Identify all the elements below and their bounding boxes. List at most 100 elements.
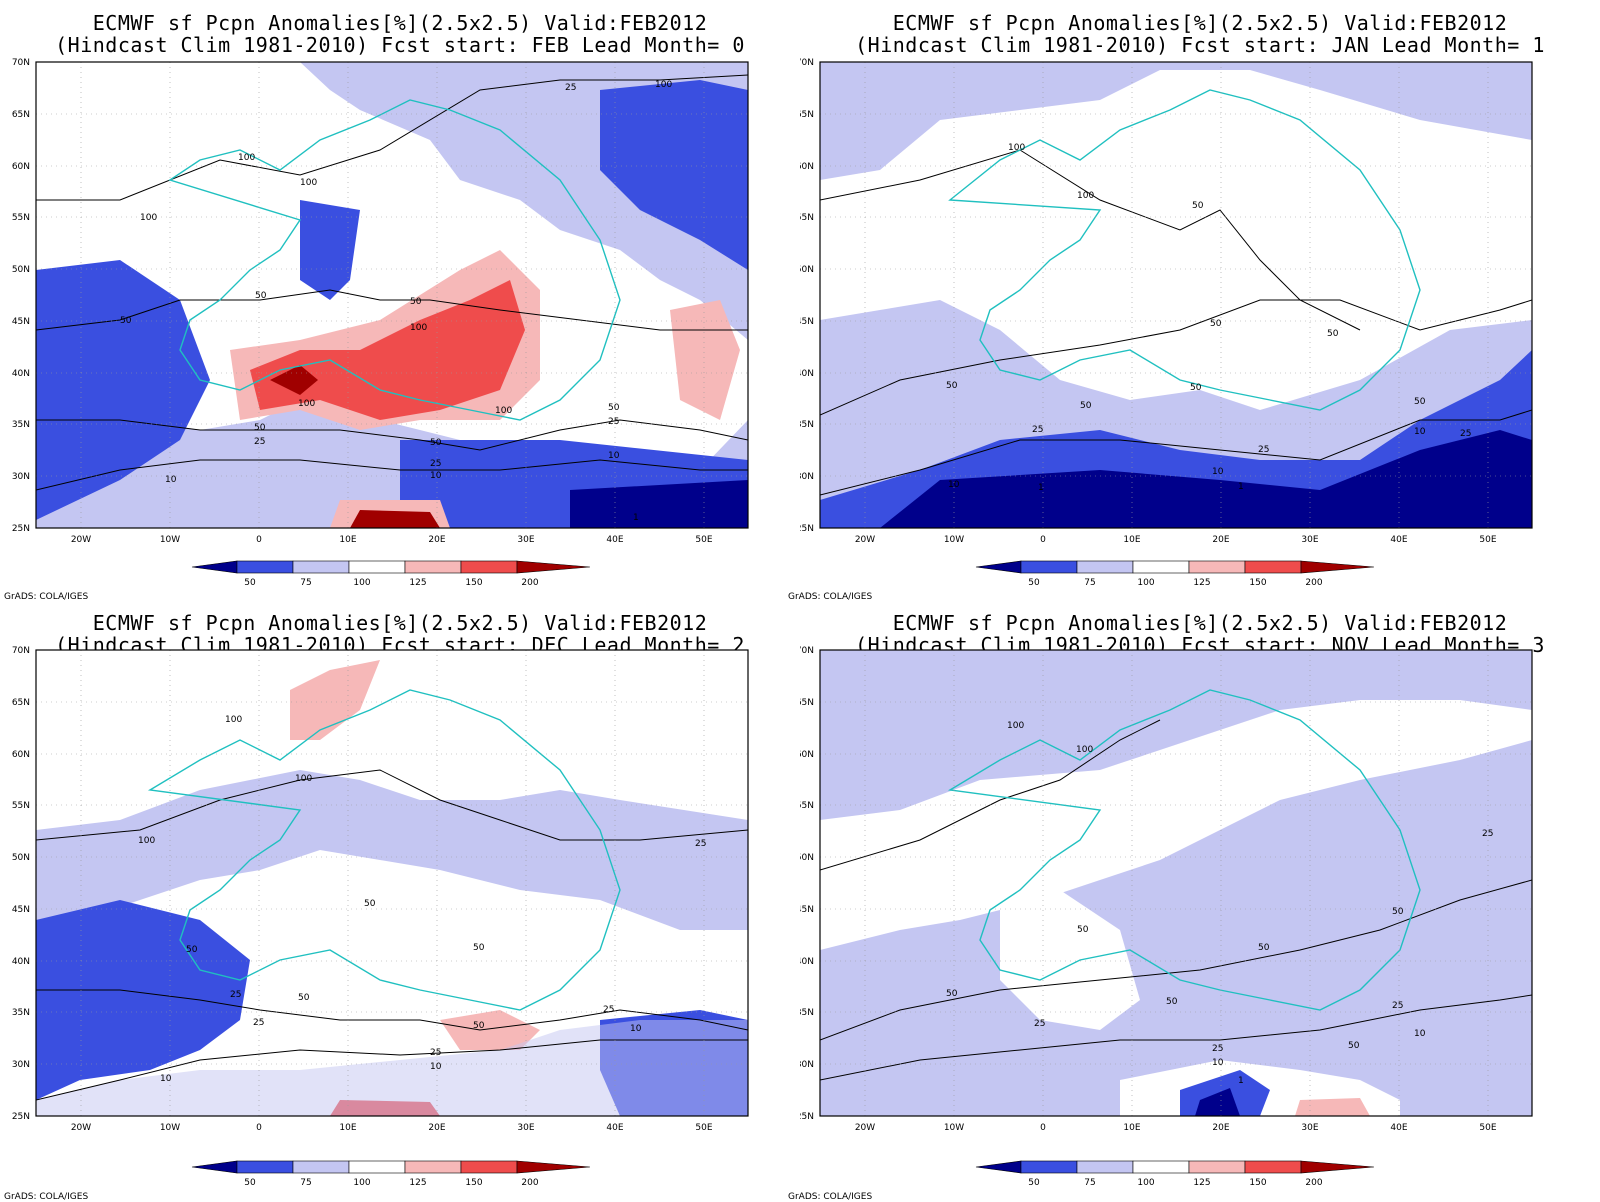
- contour-label: 25: [1460, 429, 1471, 439]
- lon-tick: 20W: [71, 1123, 91, 1133]
- lat-tick: 70N: [12, 646, 30, 656]
- lat-tick: 35N: [12, 1008, 30, 1018]
- lon-tick: 10E: [339, 1123, 356, 1133]
- lat-tick: 40N: [800, 369, 814, 379]
- lat-tick: 55N: [800, 213, 814, 223]
- colorbar-label: 125: [1193, 1178, 1210, 1188]
- contour-label: 50: [186, 945, 198, 955]
- lat-tick: 30N: [800, 472, 814, 482]
- panel-title-line1: ECMWF sf Pcpn Anomalies[%](2.5x2.5) Vali…: [92, 11, 708, 35]
- colorbar-label: 150: [465, 578, 482, 588]
- lat-tick: 40N: [12, 369, 30, 379]
- lon-tick: 30E: [517, 1123, 534, 1133]
- lon-tick: 0: [256, 1123, 262, 1133]
- lon-tick: 10W: [160, 1123, 180, 1133]
- lon-tick: 50E: [1479, 535, 1496, 545]
- shade-below-75: [600, 80, 748, 270]
- lon-tick: 50E: [1479, 1123, 1496, 1133]
- map-panel-lead-3: ECMWF sf Pcpn Anomalies[%](2.5x2.5) Vali…: [788, 600, 1600, 1202]
- lon-tick: 10W: [160, 535, 180, 545]
- contour-label: 1: [1238, 482, 1244, 492]
- contour-label: 50: [430, 438, 442, 448]
- contour-label: 10: [608, 451, 620, 461]
- lon-tick: 40E: [606, 535, 623, 545]
- contour-label: 50: [298, 993, 310, 1003]
- lon-tick: 20W: [71, 535, 91, 545]
- contour-label: 100: [1007, 721, 1024, 731]
- contour-label: 10: [1414, 427, 1426, 437]
- colorbar-label: 75: [1084, 1178, 1095, 1188]
- lon-tick: 50E: [695, 1123, 712, 1133]
- contour-label: 50: [1258, 943, 1270, 953]
- contour-label: 25: [1032, 425, 1043, 435]
- lon-tick: 50E: [695, 535, 712, 545]
- contour-label: 10: [430, 471, 442, 481]
- lat-tick: 65N: [800, 110, 814, 120]
- lon-tick: 40E: [1390, 535, 1407, 545]
- lon-tick: 10W: [944, 535, 964, 545]
- lon-tick: 30E: [517, 535, 534, 545]
- lat-tick: 25N: [12, 524, 30, 534]
- contour-label: 50: [946, 381, 958, 391]
- panel-title-line2: (Hindcast Clim 1981-2010) Fcst start: JA…: [855, 33, 1545, 57]
- contour-label: 50: [410, 297, 422, 307]
- contour-label: 1: [1238, 1076, 1244, 1086]
- contour-label: 25: [695, 839, 706, 849]
- lat-tick: 60N: [800, 750, 814, 760]
- contour-label: 10: [160, 1074, 172, 1084]
- lon-tick: 10E: [1123, 1123, 1140, 1133]
- contour-label: 100: [410, 323, 427, 333]
- contour-label: 50: [1392, 907, 1404, 917]
- colorbar-label: 100: [1137, 1178, 1154, 1188]
- contour-label: 100: [1076, 745, 1093, 755]
- shade-normal: [36, 62, 748, 470]
- contour-label: 10: [1414, 1029, 1426, 1039]
- colorbar-label: 150: [1249, 1178, 1266, 1188]
- lon-tick: 10E: [339, 535, 356, 545]
- panel-title-line1: ECMWF sf Pcpn Anomalies[%](2.5x2.5) Vali…: [92, 611, 708, 635]
- lat-tick: 55N: [12, 213, 30, 223]
- lat-tick: 55N: [800, 801, 814, 811]
- lat-tick: 55N: [12, 801, 30, 811]
- lat-tick: 65N: [800, 698, 814, 708]
- contour-label: 50: [1192, 201, 1204, 211]
- map-panel-lead-2: ECMWF sf Pcpn Anomalies[%](2.5x2.5) Vali…: [0, 600, 800, 1202]
- colorbar-label: 75: [1084, 578, 1095, 588]
- lat-tick: 45N: [12, 905, 30, 915]
- contour-label: 25: [603, 1005, 614, 1015]
- lat-tick: 50N: [800, 265, 814, 275]
- colorbar-label: 200: [1305, 1178, 1322, 1188]
- lon-tick: 20W: [855, 535, 875, 545]
- lon-tick: 20E: [1212, 535, 1229, 545]
- colorbar-label: 200: [521, 1178, 538, 1188]
- lon-tick: 10E: [1123, 535, 1140, 545]
- contour-label: 50: [120, 316, 132, 326]
- map-panel-lead-0: ECMWF sf Pcpn Anomalies[%](2.5x2.5) Vali…: [0, 0, 800, 602]
- lat-tick: 70N: [12, 58, 30, 68]
- contour-label: 50: [473, 943, 485, 953]
- contour-label: 50: [1077, 925, 1089, 935]
- lon-tick: 0: [256, 535, 262, 545]
- lat-tick: 50N: [800, 853, 814, 863]
- lon-tick: 20E: [1212, 1123, 1229, 1133]
- colorbar-label: 100: [353, 578, 370, 588]
- contour-label: 100: [1008, 143, 1025, 153]
- grads-credit: GrADS: COLA/IGES: [788, 1192, 873, 1202]
- lon-tick: 0: [1040, 535, 1046, 545]
- grads-credit: GrADS: COLA/IGES: [788, 592, 873, 602]
- contour-label: 50: [1190, 383, 1202, 393]
- lon-tick: 40E: [1390, 1123, 1407, 1133]
- contour-label: 50: [1348, 1041, 1360, 1051]
- contour-label: 25: [1482, 829, 1493, 839]
- lat-tick: 35N: [12, 420, 30, 430]
- colorbar-label: 75: [300, 578, 311, 588]
- lon-tick: 10W: [944, 1123, 964, 1133]
- lat-tick: 35N: [800, 420, 814, 430]
- lat-tick: 45N: [800, 905, 814, 915]
- grads-credit: GrADS: COLA/IGES: [4, 592, 89, 602]
- colorbar-label: 200: [521, 578, 538, 588]
- lat-tick: 60N: [800, 162, 814, 172]
- contour-label: 10: [630, 1024, 642, 1034]
- contour-label: 100: [238, 153, 255, 163]
- lat-tick: 30N: [12, 472, 30, 482]
